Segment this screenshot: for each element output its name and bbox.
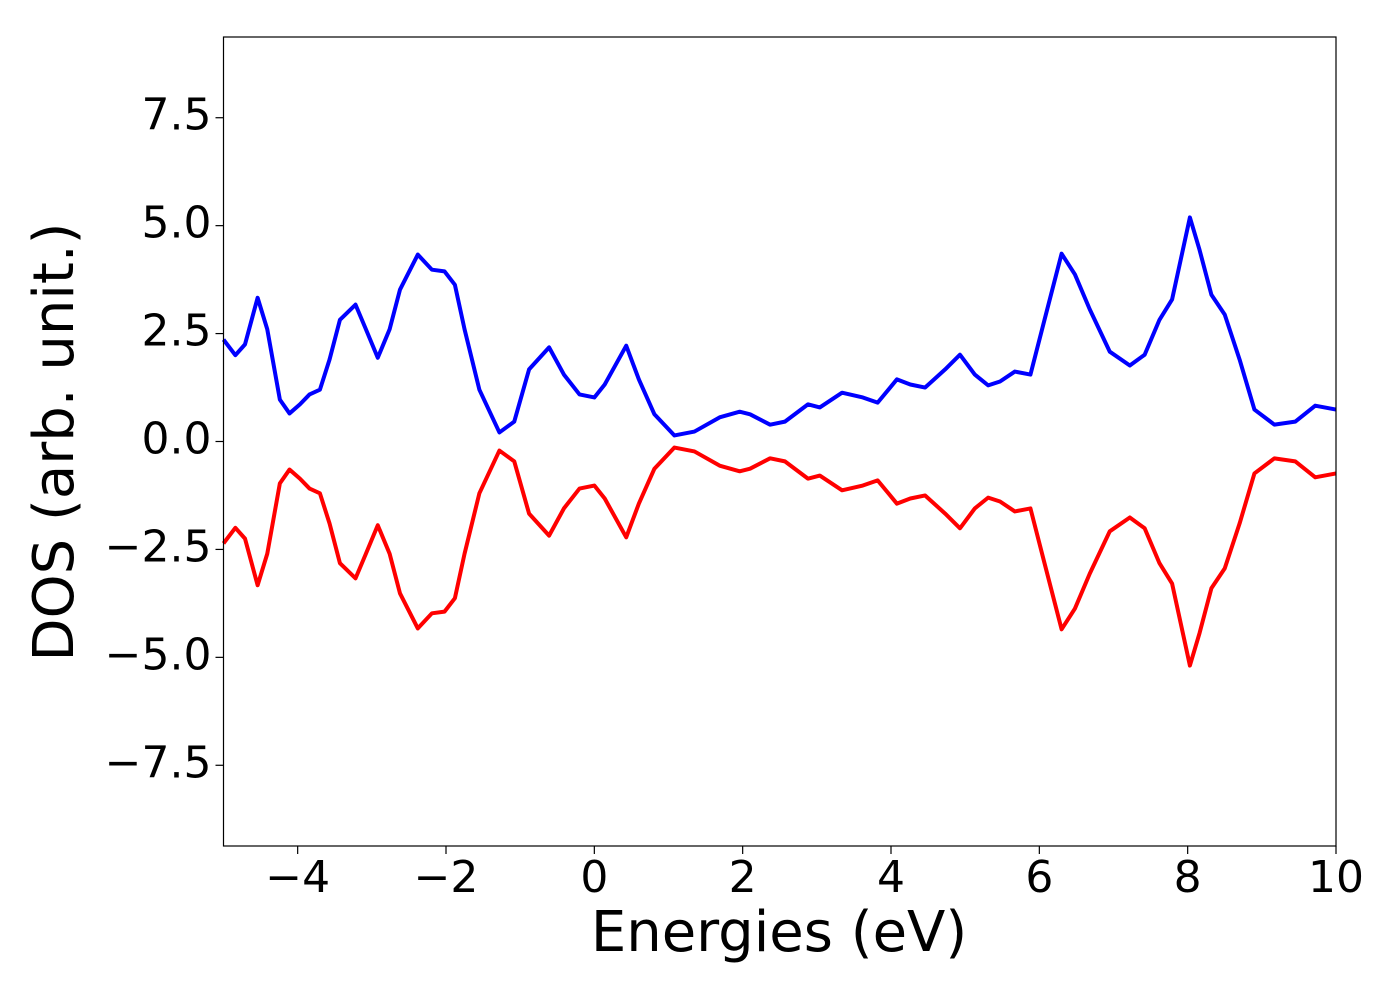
x-tick-label: 8	[1174, 852, 1202, 903]
x-tick-label: 0	[580, 852, 608, 903]
y-tick-label: 7.5	[142, 90, 212, 141]
y-tick-label: 0.0	[142, 414, 212, 465]
y-tick-label: −2.5	[105, 521, 212, 572]
x-tick-label: 4	[877, 852, 905, 903]
x-tick-label: 6	[1025, 852, 1053, 903]
y-tick-label: −7.5	[105, 737, 212, 788]
y-axis-label: DOS (arb. unit.)	[22, 222, 87, 661]
x-tick-label: 2	[729, 852, 757, 903]
y-tick-label: 2.5	[142, 306, 212, 357]
x-axis-label: Energies (eV)	[591, 900, 967, 965]
x-tick-label: −2	[414, 852, 479, 903]
data-line	[221, 215, 1337, 438]
y-tick-label: 5.0	[142, 198, 212, 249]
x-tick-label: −4	[265, 852, 330, 903]
plot-frame	[222, 36, 1337, 847]
y-tick-label: −5.0	[105, 629, 212, 680]
x-tick-label: 10	[1308, 852, 1364, 903]
data-line	[221, 445, 1337, 668]
